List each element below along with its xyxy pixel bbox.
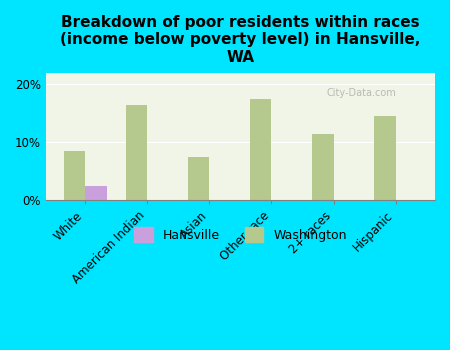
Title: Breakdown of poor residents within races
(income below poverty level) in Hansvil: Breakdown of poor residents within races… — [60, 15, 421, 65]
Bar — [85, 186, 107, 200]
Bar — [126, 105, 147, 200]
Bar — [374, 116, 396, 200]
Bar — [63, 151, 85, 200]
Legend: Hansville, Washington: Hansville, Washington — [129, 222, 352, 247]
Bar — [188, 157, 209, 200]
Bar — [312, 134, 333, 200]
Bar — [250, 99, 271, 200]
Text: City-Data.com: City-Data.com — [326, 88, 396, 98]
